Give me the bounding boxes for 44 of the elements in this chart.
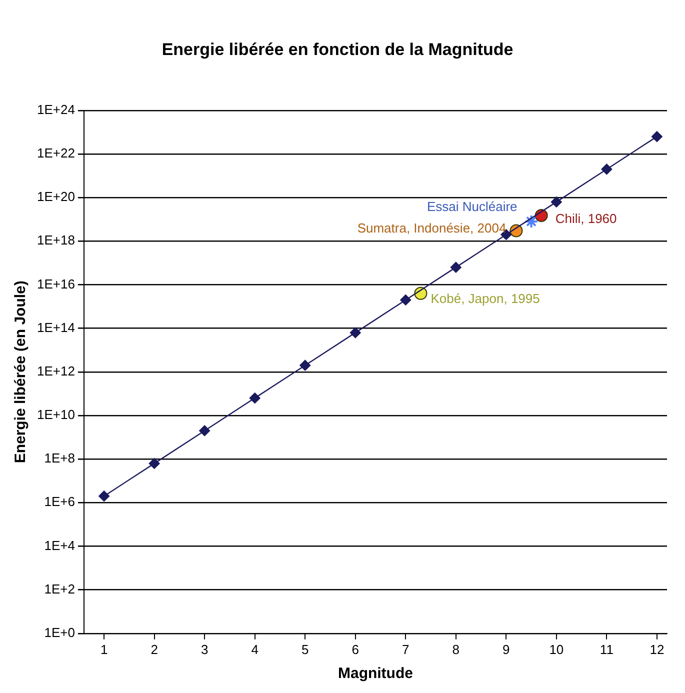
x-tick-label: 9 <box>502 642 510 657</box>
y-tick-label: 1E+10 <box>37 407 75 422</box>
y-tick-label: 1E+16 <box>37 276 75 292</box>
y-axis-title: Energie libérée (en Joule) <box>12 280 30 464</box>
point <box>400 294 412 306</box>
y-tick-label: 1E+20 <box>37 189 75 204</box>
y-tick-label: 1E+18 <box>37 232 75 248</box>
y-tick-label: 1E+14 <box>37 320 75 335</box>
x-axis-title: Magnitude <box>338 665 413 682</box>
annotation: Chili, 1960 <box>555 211 617 226</box>
y-tick-label: 1E+22 <box>37 146 75 161</box>
x-tick-label: 1 <box>100 642 108 657</box>
x-tick-label: 2 <box>150 642 158 657</box>
y-tick-label: 1E+4 <box>44 538 75 553</box>
x-tick-label: 6 <box>352 642 359 657</box>
y-tick-label: 1E+2 <box>44 581 75 596</box>
x-tick-label: 12 <box>650 642 664 657</box>
point <box>98 490 110 502</box>
point <box>350 327 361 338</box>
chart-title: Energie libérée en fonction de la Magnitude <box>162 40 514 59</box>
x-tick-label: 10 <box>549 642 564 657</box>
point <box>199 425 210 436</box>
x-tick-label: 7 <box>402 642 410 657</box>
annotation: Sumatra, Indonésie, 2004 <box>357 220 506 236</box>
y-tick-label: 1E+12 <box>37 363 75 378</box>
y-tick-label: 1E+0 <box>44 624 75 640</box>
point <box>550 196 562 208</box>
point <box>524 214 538 228</box>
x-tick-label: 3 <box>200 642 208 657</box>
annotation: Essai Nucléaire <box>426 199 518 214</box>
y-tick-label: 1E+24 <box>37 102 75 117</box>
annotation: Kobé, Japon, 1995 <box>430 290 540 306</box>
point <box>249 392 260 404</box>
x-tick-label: 8 <box>452 642 460 657</box>
x-tick-label: 4 <box>251 642 258 657</box>
y-tick-label: 1E+8 <box>44 450 75 466</box>
point <box>300 360 311 371</box>
x-tick-label: 11 <box>600 642 614 657</box>
point <box>148 458 160 469</box>
point <box>651 131 662 142</box>
point <box>450 262 462 273</box>
point <box>601 164 612 175</box>
x-tick-label: 5 <box>301 642 309 657</box>
y-tick-label: 1E+6 <box>44 494 75 510</box>
